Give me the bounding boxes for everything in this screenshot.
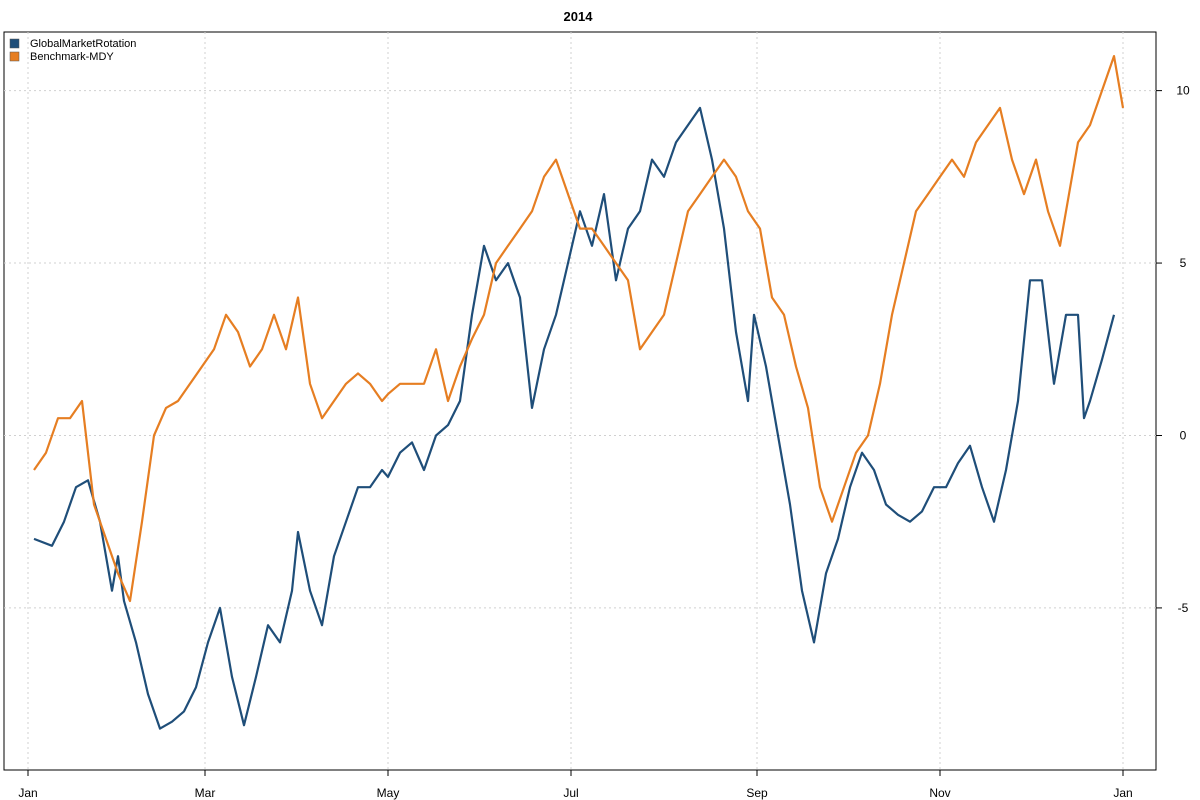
legend-swatch — [9, 38, 20, 49]
gridlines — [4, 32, 1156, 770]
series-line-benchmark-mdy — [33, 54, 1125, 603]
y-tick-label: 0 — [1180, 428, 1187, 442]
x-tick-label: Jan — [18, 786, 37, 800]
axes: Jan Mar May Jul Sep Nov Jan -5 0 5 10 — [18, 84, 1190, 800]
legend-label: GlobalMarketRotation — [30, 38, 136, 50]
x-tick-label: Jul — [563, 786, 578, 800]
series-lines — [33, 54, 1125, 730]
x-tick-label: Jan — [1113, 786, 1132, 800]
x-tick-label: Sep — [746, 786, 768, 800]
plot-frame — [3, 31, 1157, 771]
legend-swatch — [9, 51, 20, 62]
x-tick-label: Nov — [929, 786, 950, 800]
series-line-globalmarketrotation — [33, 106, 1116, 730]
y-tick-label: 5 — [1180, 256, 1187, 270]
y-tick-label: -5 — [1178, 601, 1189, 615]
x-tick-label: Mar — [195, 786, 216, 800]
y-tick-label: 10 — [1176, 84, 1190, 98]
x-tick-label: May — [377, 786, 400, 800]
chart-title: 2014 — [564, 9, 594, 24]
legend-label: Benchmark-MDY — [30, 51, 114, 63]
